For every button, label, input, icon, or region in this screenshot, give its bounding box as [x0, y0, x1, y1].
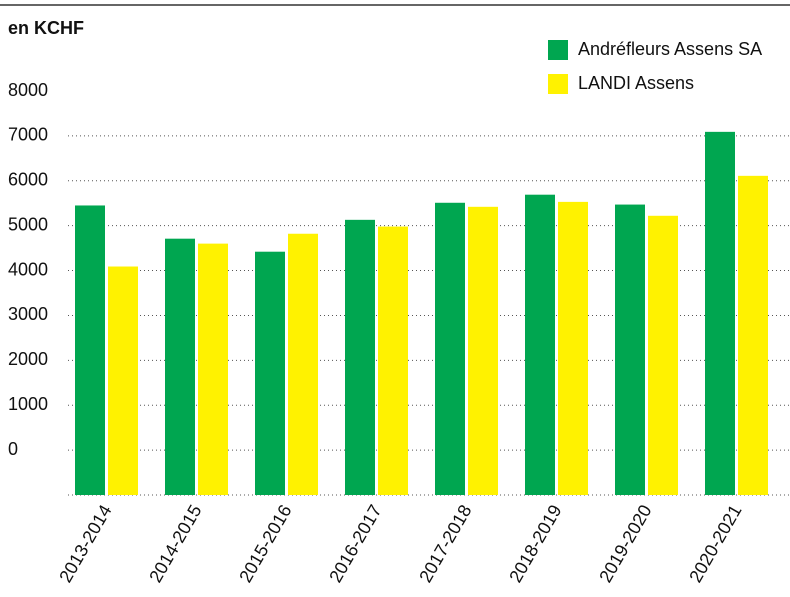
y-tick-label: 2000: [8, 349, 48, 369]
x-tick-label: 2020-2021: [685, 501, 745, 586]
y-tick-label: 0: [8, 439, 18, 459]
x-tick-label: 2019-2020: [595, 501, 655, 586]
y-tick-label: 8000: [8, 80, 48, 100]
chart-title: en KCHF: [8, 18, 84, 38]
bar: [705, 131, 735, 496]
bar: [378, 226, 408, 495]
bar: [198, 243, 228, 495]
bar: [288, 233, 318, 495]
bar: [525, 194, 555, 495]
bar: [255, 251, 285, 495]
x-tick-label: 2017-2018: [415, 501, 475, 586]
y-tick-label: 7000: [8, 125, 48, 145]
legend-label: Andréfleurs Assens SA: [578, 39, 762, 59]
legend-label: LANDI Assens: [578, 73, 694, 93]
x-tick-label: 2016-2017: [325, 501, 385, 586]
legend-swatch: [548, 40, 568, 60]
bar: [468, 206, 498, 495]
y-tick-label: 3000: [8, 304, 48, 324]
bar: [558, 201, 588, 495]
x-tick-label: 2015-2016: [235, 501, 295, 586]
bar: [345, 219, 375, 495]
bar: [615, 204, 645, 495]
bar: [435, 202, 465, 496]
x-tick-label: 2014-2015: [145, 501, 205, 586]
y-tick-label: 5000: [8, 214, 48, 234]
y-tick-label: 1000: [8, 394, 48, 414]
y-tick-label: 6000: [8, 170, 48, 190]
legend-swatch: [548, 74, 568, 94]
x-tick-label: 2018-2019: [505, 501, 565, 586]
bar: [108, 266, 138, 495]
bar: [165, 238, 195, 495]
y-tick-label: 4000: [8, 259, 48, 279]
bar: [738, 175, 768, 495]
bar: [75, 205, 105, 495]
x-tick-label: 2013-2014: [55, 501, 115, 586]
bar: [648, 215, 678, 495]
